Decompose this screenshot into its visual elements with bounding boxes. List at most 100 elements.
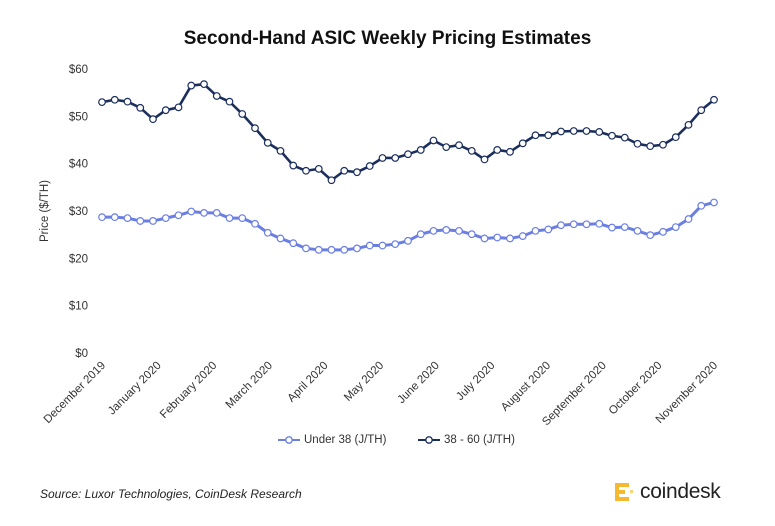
data-point xyxy=(136,217,145,225)
data-point xyxy=(697,106,706,115)
x-tick-label: August 2020 xyxy=(499,360,553,414)
legend-marker-38-60 xyxy=(418,436,440,444)
data-point xyxy=(340,245,349,254)
legend-item-38-60: 38 - 60 (J/TH) xyxy=(418,434,515,446)
data-point xyxy=(327,176,336,185)
data-point xyxy=(225,214,234,223)
x-tick-label: July 2020 xyxy=(454,360,497,403)
data-point xyxy=(659,227,667,236)
data-point xyxy=(302,244,310,253)
data-point xyxy=(518,139,527,148)
data-point xyxy=(684,120,693,129)
data-point xyxy=(697,201,706,210)
data-point xyxy=(429,136,438,145)
data-point xyxy=(136,103,145,112)
data-point xyxy=(646,231,655,240)
data-point xyxy=(391,240,400,249)
y-tick-label: $0 xyxy=(75,348,88,360)
x-tick-label: May 2020 xyxy=(342,360,386,404)
data-point xyxy=(531,131,540,140)
legend-label-38-60: 38 - 60 (J/TH) xyxy=(444,434,515,446)
data-point xyxy=(149,217,157,225)
x-tick-label: January 2020 xyxy=(106,360,164,418)
data-point xyxy=(633,226,642,235)
data-point xyxy=(378,241,387,250)
data-point xyxy=(200,80,208,89)
data-point xyxy=(174,103,183,112)
data-point xyxy=(110,95,119,104)
data-point xyxy=(531,226,540,235)
data-point xyxy=(620,223,629,231)
data-point xyxy=(582,220,591,229)
data-point xyxy=(467,146,476,155)
data-point xyxy=(391,154,400,162)
data-point xyxy=(467,230,476,239)
data-point xyxy=(123,214,132,223)
data-point xyxy=(302,166,310,175)
y-tick-label: $60 xyxy=(69,64,88,76)
data-point xyxy=(263,138,272,147)
series-line-1 xyxy=(101,82,715,182)
data-point xyxy=(276,234,285,243)
data-point xyxy=(595,219,604,228)
coindesk-logo-text: coindesk xyxy=(640,480,721,503)
data-point xyxy=(455,141,463,150)
data-point xyxy=(455,226,463,235)
chart-title: Second-Hand ASIC Weekly Pricing Estimate… xyxy=(183,28,592,49)
data-point xyxy=(187,81,196,90)
data-point xyxy=(314,164,323,173)
data-point xyxy=(569,220,578,229)
data-point xyxy=(671,223,680,231)
data-point xyxy=(506,147,514,156)
data-point xyxy=(710,95,718,104)
data-point xyxy=(327,245,336,254)
source-note: Source: Luxor Technologies, CoinDesk Res… xyxy=(40,487,302,501)
data-point xyxy=(365,162,374,170)
data-point xyxy=(212,92,221,100)
data-point xyxy=(659,140,667,149)
data-point xyxy=(442,143,451,152)
data-point xyxy=(251,124,259,133)
data-point xyxy=(518,232,527,240)
data-point xyxy=(480,234,489,243)
data-point xyxy=(646,142,655,151)
data-point xyxy=(200,208,208,217)
y-tick-label: $50 xyxy=(69,111,88,123)
data-point xyxy=(633,139,642,148)
data-point xyxy=(98,98,106,107)
data-point xyxy=(429,226,438,235)
data-point xyxy=(620,133,629,142)
data-point xyxy=(608,223,616,232)
data-point xyxy=(404,236,412,245)
data-point xyxy=(251,219,259,228)
data-point xyxy=(557,127,565,136)
data-point xyxy=(493,146,502,154)
data-point xyxy=(416,230,425,239)
data-point xyxy=(493,233,502,242)
data-point xyxy=(506,234,514,243)
data-point xyxy=(110,213,119,222)
x-tick-label: February 2020 xyxy=(158,360,219,421)
data-point xyxy=(123,97,132,106)
data-point xyxy=(238,214,247,223)
data-point xyxy=(684,215,693,223)
y-tick-label: $40 xyxy=(69,159,88,171)
data-point xyxy=(404,150,412,159)
data-point xyxy=(263,228,272,237)
data-point xyxy=(595,128,604,136)
x-tick-label: April 2020 xyxy=(286,360,331,405)
x-tick-label: December 2019 xyxy=(42,360,108,426)
data-point xyxy=(276,146,285,155)
coindesk-logo: coindesk xyxy=(614,480,721,504)
data-point xyxy=(161,106,170,115)
data-point xyxy=(480,155,489,164)
data-point xyxy=(671,133,680,142)
data-point xyxy=(340,166,349,175)
data-point xyxy=(710,198,718,207)
data-point xyxy=(212,208,221,217)
data-point xyxy=(225,97,234,106)
y-axis-label: Price ($/TH) xyxy=(39,180,51,242)
data-point xyxy=(416,146,425,154)
x-tick-label: October 2020 xyxy=(607,360,665,418)
data-point xyxy=(98,213,106,222)
